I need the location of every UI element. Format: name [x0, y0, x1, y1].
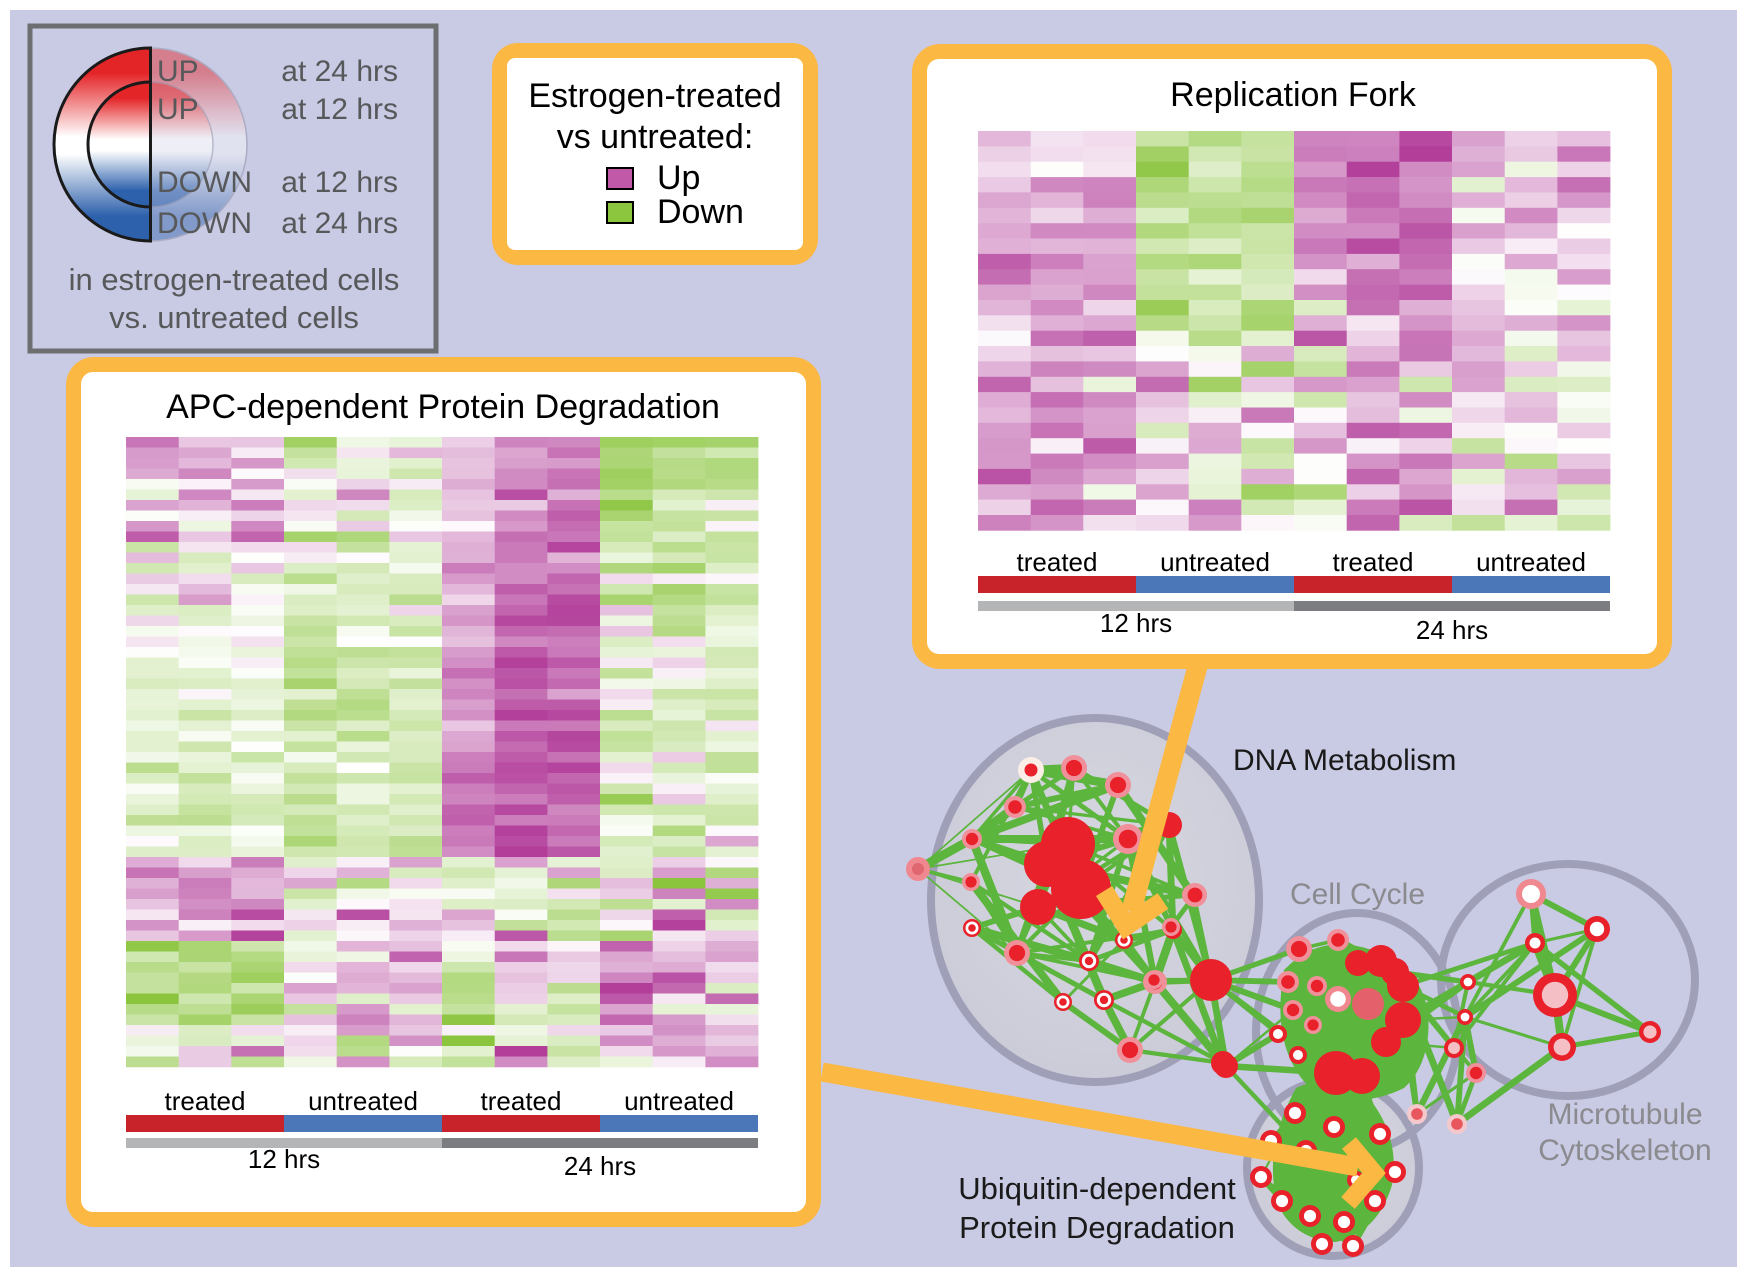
svg-text:UP: UP	[157, 55, 199, 88]
svg-text:untreated: untreated	[1476, 547, 1586, 577]
svg-text:12 hrs: 12 hrs	[248, 1144, 320, 1174]
svg-text:in estrogen-treated cells: in estrogen-treated cells	[69, 262, 400, 297]
svg-text:Down: Down	[657, 193, 744, 231]
svg-text:APC-dependent Protein Degradat: APC-dependent Protein Degradation	[166, 388, 720, 426]
svg-text:12 hrs: 12 hrs	[1100, 608, 1172, 638]
svg-text:24 hrs: 24 hrs	[1416, 615, 1488, 645]
svg-text:Microtubule: Microtubule	[1547, 1098, 1702, 1131]
svg-text:Replication Fork: Replication Fork	[1170, 76, 1417, 114]
svg-text:untreated: untreated	[624, 1086, 734, 1116]
svg-text:DOWN: DOWN	[157, 166, 252, 199]
svg-text:at 24 hrs: at 24 hrs	[281, 207, 398, 240]
svg-text:Cytoskeleton: Cytoskeleton	[1538, 1134, 1711, 1167]
svg-text:Ubiquitin-dependent: Ubiquitin-dependent	[958, 1171, 1236, 1206]
svg-text:Up: Up	[657, 159, 700, 197]
svg-text:UP: UP	[157, 93, 199, 126]
svg-text:untreated: untreated	[1160, 547, 1270, 577]
svg-text:Protein Degradation: Protein Degradation	[959, 1210, 1235, 1245]
svg-text:at 24 hrs: at 24 hrs	[281, 55, 398, 88]
svg-text:vs untreated:: vs untreated:	[557, 118, 754, 156]
svg-text:treated: treated	[165, 1086, 246, 1116]
svg-text:DOWN: DOWN	[157, 207, 252, 240]
svg-text:Estrogen-treated: Estrogen-treated	[528, 77, 781, 115]
svg-text:treated: treated	[481, 1086, 562, 1116]
svg-text:at 12 hrs: at 12 hrs	[281, 93, 398, 126]
svg-text:DNA Metabolism: DNA Metabolism	[1233, 744, 1456, 777]
svg-text:untreated: untreated	[308, 1086, 418, 1116]
svg-text:at 12 hrs: at 12 hrs	[281, 166, 398, 199]
svg-text:24 hrs: 24 hrs	[564, 1151, 636, 1181]
svg-text:treated: treated	[1333, 547, 1414, 577]
svg-text:Cell Cycle: Cell Cycle	[1290, 878, 1425, 911]
svg-text:treated: treated	[1017, 547, 1098, 577]
svg-text:vs. untreated cells: vs. untreated cells	[109, 300, 359, 335]
